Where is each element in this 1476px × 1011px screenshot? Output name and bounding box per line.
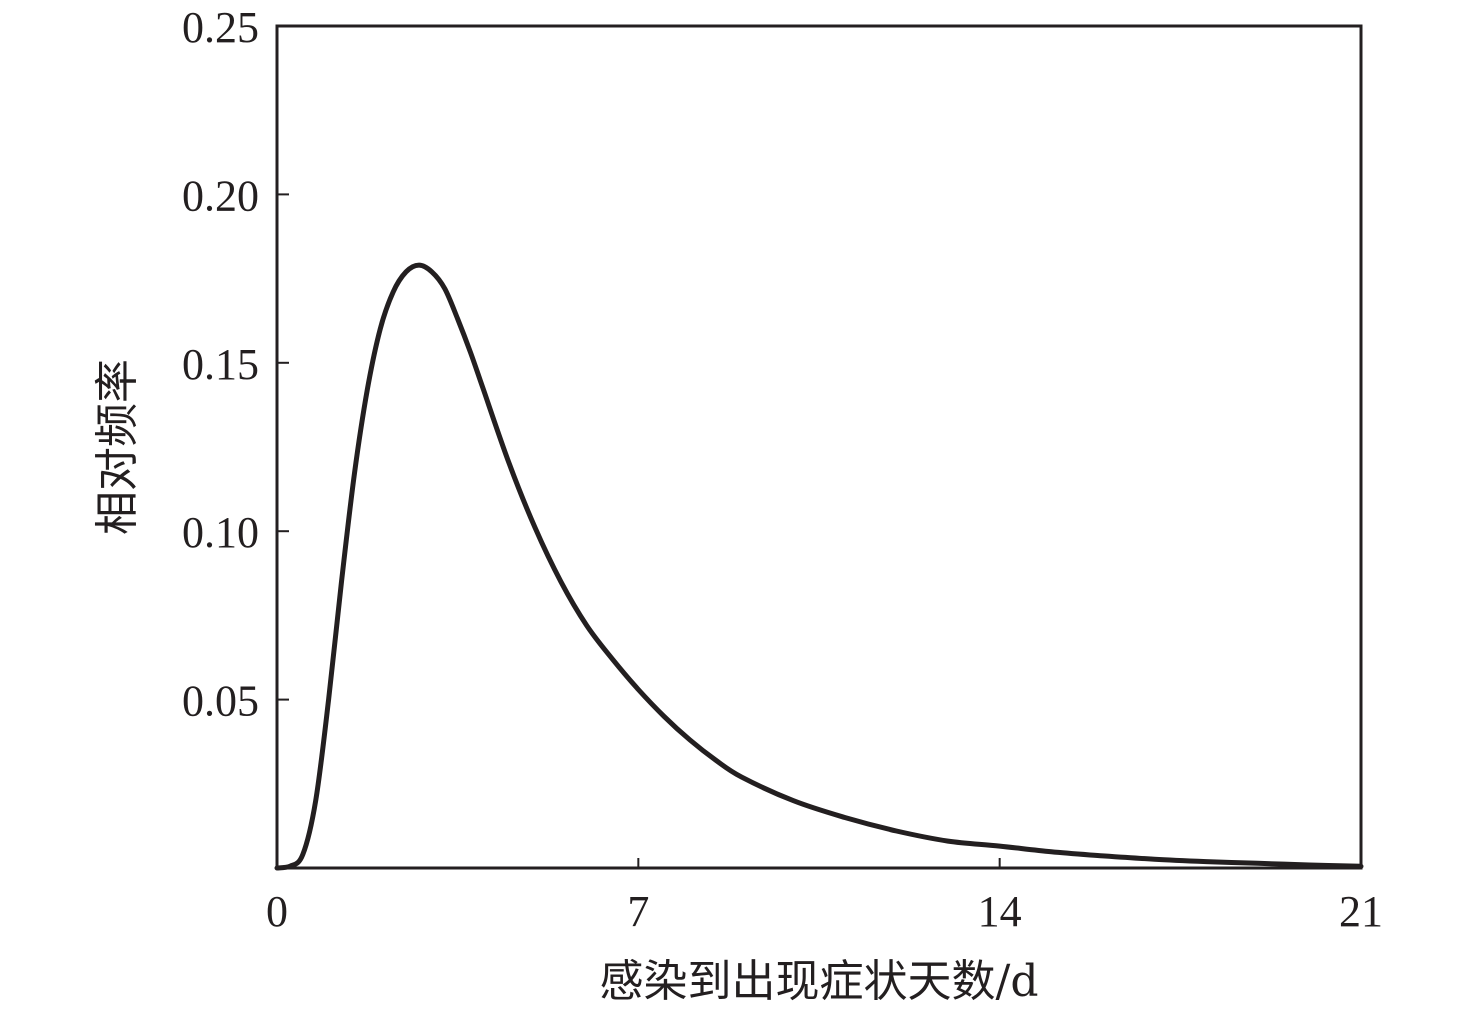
- y-tick-label: 0.15: [182, 340, 259, 389]
- axis-ticks: [277, 193, 1001, 868]
- y-tick-label: 0.10: [182, 508, 259, 557]
- y-tick-label: 0.25: [182, 3, 259, 52]
- x-axis-title: 感染到出现症状天数/d: [600, 956, 1039, 1007]
- plot-frame: [275, 24, 1363, 870]
- y-tick-label: 0.05: [182, 677, 259, 726]
- y-tick-label: 0.20: [182, 171, 259, 220]
- axis-tick-labels: 0 7 14 21 0.05 0.10 0.15 0.20 0.25: [182, 3, 1383, 936]
- x-tick-label: 7: [627, 887, 649, 936]
- x-tick-label: 14: [978, 887, 1022, 936]
- x-tick-label: 21: [1339, 887, 1383, 936]
- frequency-curve: [274, 262, 1364, 871]
- x-tick-label: 0: [266, 887, 288, 936]
- y-axis-title: 相对频率: [92, 359, 143, 535]
